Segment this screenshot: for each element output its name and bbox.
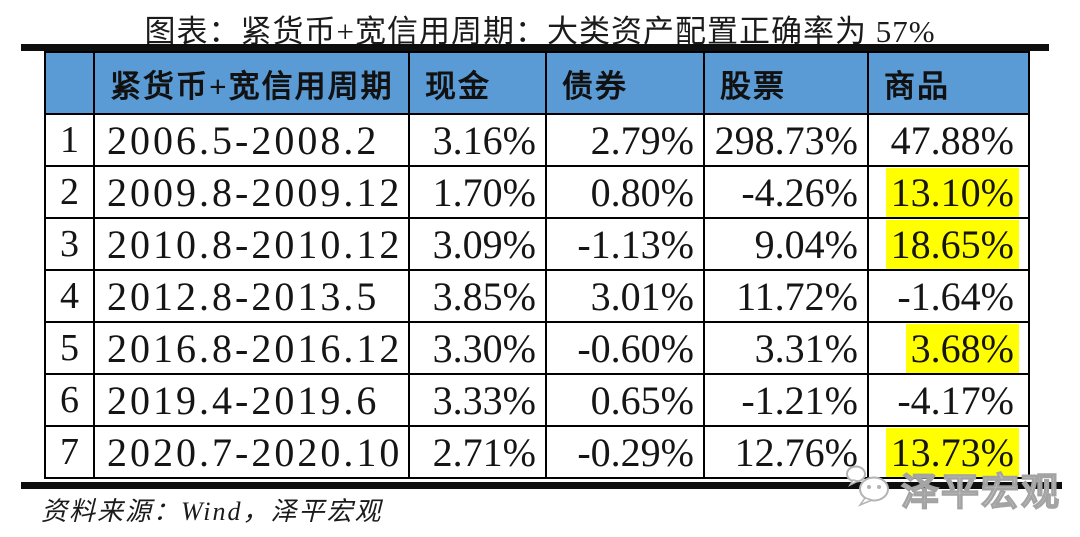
period-cell: 2016.8-2016.12 bbox=[93, 321, 410, 375]
stock-cell: 3.31% bbox=[703, 321, 869, 375]
commodity-cell: -4.17% bbox=[867, 373, 1030, 427]
stock-cell: 298.73% bbox=[703, 113, 869, 167]
header-index bbox=[44, 51, 95, 115]
table-row: 7 2020.7-2020.10 2.71% -0.29% 12.76% 13.… bbox=[44, 425, 1030, 479]
table-header-row: 紧货币+宽信用周期 现金 债券 股票 商品 bbox=[44, 51, 1030, 115]
bond-cell: -0.29% bbox=[545, 425, 705, 479]
row-index: 5 bbox=[44, 321, 95, 375]
period-cell: 2012.8-2013.5 bbox=[93, 269, 410, 323]
period-cell: 2020.7-2020.10 bbox=[93, 425, 410, 479]
cash-cell: 3.33% bbox=[408, 373, 547, 427]
header-period: 紧货币+宽信用周期 bbox=[93, 51, 410, 115]
commodity-value: 18.65% bbox=[885, 220, 1019, 268]
row-index: 1 bbox=[44, 113, 95, 167]
asset-allocation-table: 紧货币+宽信用周期 现金 债券 股票 商品 1 2006.5-2008.2 3.… bbox=[44, 51, 1030, 479]
table-row: 3 2010.8-2010.12 3.09% -1.13% 9.04% 18.6… bbox=[44, 217, 1030, 271]
commodity-value: -4.17% bbox=[897, 377, 1014, 423]
data-source-note: 资料来源：Wind，泽平宏观 bbox=[41, 497, 383, 526]
bond-cell: 0.80% bbox=[545, 165, 705, 219]
commodity-value: 3.68% bbox=[905, 324, 1019, 372]
commodity-value: 13.10% bbox=[885, 168, 1019, 216]
period-cell: 2006.5-2008.2 bbox=[93, 113, 410, 167]
header-bond: 债券 bbox=[545, 51, 705, 115]
stock-cell: -4.26% bbox=[703, 165, 869, 219]
commodity-cell: 13.73% bbox=[867, 425, 1030, 479]
bottom-rule-bar bbox=[21, 482, 1062, 489]
wechat-icon bbox=[843, 462, 899, 515]
commodity-cell: 3.68% bbox=[867, 321, 1030, 375]
bond-cell: 0.65% bbox=[545, 373, 705, 427]
row-index: 2 bbox=[44, 165, 95, 219]
commodity-cell: 18.65% bbox=[867, 217, 1030, 271]
bond-cell: 3.01% bbox=[545, 269, 705, 323]
table-row: 2 2009.8-2009.12 1.70% 0.80% -4.26% 13.1… bbox=[44, 165, 1030, 219]
commodity-value: 47.88% bbox=[890, 117, 1014, 163]
header-cash: 现金 bbox=[408, 51, 547, 115]
cash-cell: 3.30% bbox=[408, 321, 547, 375]
period-cell: 2009.8-2009.12 bbox=[93, 165, 410, 219]
header-stock: 股票 bbox=[703, 51, 869, 115]
watermark: 泽平宏观 bbox=[843, 461, 1061, 516]
commodity-cell: -1.64% bbox=[867, 269, 1030, 323]
commodity-value: 13.73% bbox=[885, 428, 1019, 476]
bond-cell: -0.60% bbox=[545, 321, 705, 375]
page-title: 图表：紧货币+宽信用周期：大类资产配置正确率为 57% bbox=[144, 14, 936, 49]
commodity-cell: 13.10% bbox=[867, 165, 1030, 219]
row-index: 6 bbox=[44, 373, 95, 427]
stock-cell: 9.04% bbox=[703, 217, 869, 271]
cash-cell: 3.16% bbox=[408, 113, 547, 167]
header-commodity: 商品 bbox=[867, 51, 1030, 115]
cash-cell: 1.70% bbox=[408, 165, 547, 219]
row-index: 3 bbox=[44, 217, 95, 271]
table-row: 5 2016.8-2016.12 3.30% -0.60% 3.31% 3.68… bbox=[44, 321, 1030, 375]
table-row: 6 2019.4-2019.6 3.33% 0.65% -1.21% -4.17… bbox=[44, 373, 1030, 427]
stock-cell: -1.21% bbox=[703, 373, 869, 427]
table-row: 1 2006.5-2008.2 3.16% 2.79% 298.73% 47.8… bbox=[44, 113, 1030, 167]
top-rule-bar bbox=[21, 44, 1049, 51]
bond-cell: 2.79% bbox=[545, 113, 705, 167]
stock-cell: 11.72% bbox=[703, 269, 869, 323]
period-cell: 2010.8-2010.12 bbox=[93, 217, 410, 271]
cash-cell: 2.71% bbox=[408, 425, 547, 479]
cash-cell: 3.09% bbox=[408, 217, 547, 271]
row-index: 7 bbox=[44, 425, 95, 479]
cash-cell: 3.85% bbox=[408, 269, 547, 323]
watermark-label: 泽平宏观 bbox=[900, 471, 1062, 514]
row-index: 4 bbox=[44, 269, 95, 323]
table-row: 4 2012.8-2013.5 3.85% 3.01% 11.72% -1.64… bbox=[44, 269, 1030, 323]
period-cell: 2019.4-2019.6 bbox=[93, 373, 410, 427]
bond-cell: -1.13% bbox=[545, 217, 705, 271]
stock-cell: 12.76% bbox=[703, 425, 869, 479]
commodity-cell: 47.88% bbox=[867, 113, 1030, 167]
commodity-value: -1.64% bbox=[897, 273, 1014, 319]
